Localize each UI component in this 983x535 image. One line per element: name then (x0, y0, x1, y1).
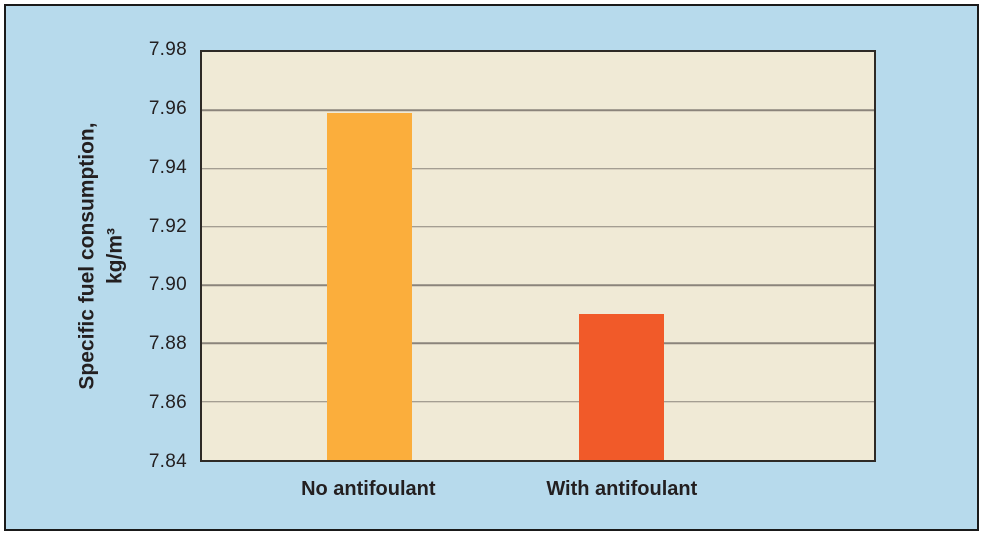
y-tick-label: 7.84 (148, 451, 187, 472)
y-tick-label: 7.86 (148, 392, 187, 414)
category-label: No antifoulant (301, 478, 436, 500)
y-tick-label: 7.90 (148, 274, 187, 296)
y-tick-label: 7.96 (148, 97, 187, 119)
y-tick-label: 7.92 (148, 215, 187, 237)
gridline (202, 109, 874, 112)
y-axis-ticks: 7.84 7.86 7.88 7.90 7.92 7.94 7.96 7.98 (6, 39, 187, 472)
gridline (202, 342, 874, 345)
y-tick-label: 7.94 (148, 156, 187, 178)
x-axis-labels: No antifoulant With antifoulant (200, 462, 876, 508)
gridline (202, 167, 874, 170)
gridline (202, 226, 874, 228)
bar-with-antifoulant (578, 314, 664, 460)
bar-no-antifoulant (326, 113, 412, 460)
gridline (202, 400, 874, 403)
y-tick-label: 7.98 (148, 39, 187, 60)
category-label: With antifoulant (546, 478, 698, 500)
gridline (202, 284, 874, 286)
plot-area (200, 50, 876, 462)
y-tick-label: 7.88 (148, 333, 187, 355)
chart-panel: Specific fuel consumption, kg/m³ 7.84 7.8… (4, 4, 979, 531)
